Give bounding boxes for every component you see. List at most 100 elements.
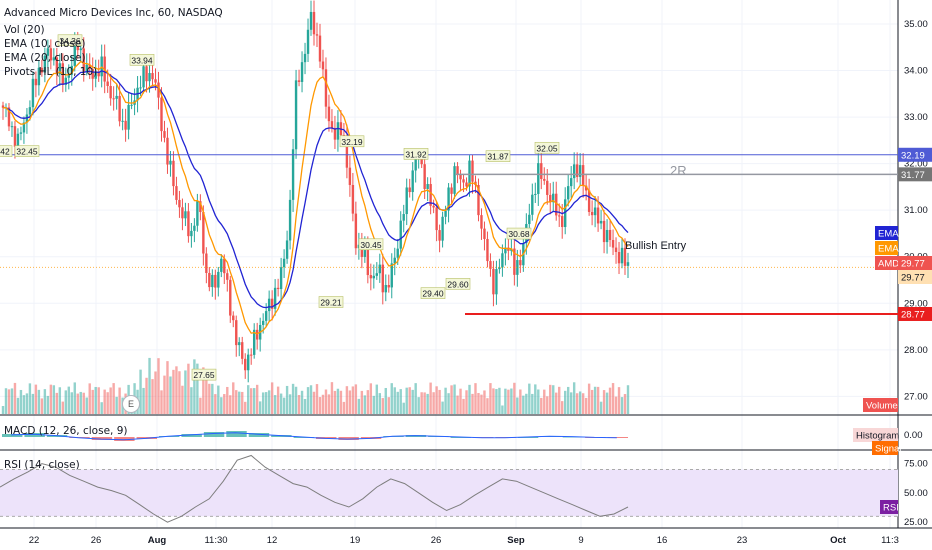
candle-body <box>55 57 59 75</box>
candle-body <box>49 48 53 61</box>
volume-bar <box>187 363 190 414</box>
volume-bar <box>166 361 169 414</box>
candle-body <box>531 194 534 215</box>
candle-body <box>67 74 70 78</box>
volume-bar <box>309 385 313 414</box>
price-tick-4: 31.00 <box>904 205 928 216</box>
candle-body <box>435 207 438 231</box>
rsi-pane: 75.00 50.00 25.00 <box>0 454 928 528</box>
volume-bar <box>112 383 115 414</box>
volume-tag-box <box>863 398 898 412</box>
volume-bar <box>558 386 561 414</box>
volume-bar <box>220 397 223 414</box>
volume-bar <box>79 391 82 414</box>
candle-body <box>375 273 379 276</box>
indicator-ema20[interactable]: EMA (20, close) <box>4 52 86 64</box>
volume-bar <box>184 370 187 414</box>
indicator-pivots[interactable]: Pivots HL (10, 10) <box>4 66 98 78</box>
volume-bar <box>339 390 343 414</box>
candle-body <box>587 190 591 212</box>
volume-bar <box>288 394 292 414</box>
earnings-marker-icon[interactable]: E <box>122 395 140 413</box>
candle-body <box>546 180 549 195</box>
candle-body <box>112 98 115 100</box>
candle-body <box>552 193 555 203</box>
price-tick-7: 34.00 <box>904 66 928 77</box>
resistance-price-tag-box <box>898 147 932 162</box>
volume-bar <box>172 369 175 414</box>
volume-bar <box>115 396 118 414</box>
volume-bar <box>432 392 435 414</box>
volume-bar <box>444 387 447 414</box>
candle-body <box>384 285 387 293</box>
volume-bar <box>160 390 163 414</box>
candle-body <box>378 264 381 274</box>
volume-bar <box>540 397 543 414</box>
candle-body <box>196 201 199 226</box>
volume-bar <box>623 394 627 414</box>
candle-body <box>336 122 340 140</box>
amd-tag-box <box>875 256 898 270</box>
volume-bar <box>569 392 573 414</box>
volume-bar <box>522 395 525 414</box>
candle-body <box>504 247 507 254</box>
volume-bar <box>584 397 588 414</box>
volume-bar <box>366 390 370 414</box>
pivot-label-box <box>339 135 365 148</box>
candle-body <box>438 230 441 241</box>
candle-body <box>148 73 151 82</box>
volume-bar <box>297 395 301 414</box>
time-tick-4: 12 <box>267 535 278 546</box>
indicator-ema10[interactable]: EMA (10, close) <box>4 38 86 50</box>
candle-body <box>276 287 280 290</box>
volume-bar <box>354 384 358 414</box>
candle-body <box>306 29 310 54</box>
macd-tick: 0.00 <box>904 430 923 441</box>
candle-body <box>351 184 355 214</box>
time-tick-0: 22 <box>29 535 40 546</box>
volume-bar <box>486 398 489 414</box>
two-r-price-tag: 31.77 <box>901 170 925 181</box>
volume-bar <box>321 394 325 414</box>
candle-body <box>10 126 14 128</box>
macd-histogram-bar <box>203 432 225 437</box>
stop-price-tag-box <box>898 306 932 321</box>
volume-bar <box>151 379 154 414</box>
candle-body <box>214 274 217 288</box>
rsi-tick-2: 25.00 <box>904 517 928 528</box>
pivot-label-box <box>534 141 560 154</box>
indicator-vol[interactable]: Vol (20) <box>4 24 45 36</box>
candle-body <box>16 133 20 147</box>
candle-body <box>561 216 564 228</box>
volume-bar <box>420 392 423 414</box>
ema-10-series <box>2 60 629 335</box>
time-tick-10: 23 <box>737 535 748 546</box>
volume-bar <box>205 370 208 414</box>
candle-body <box>534 193 537 195</box>
candle-body <box>238 342 241 346</box>
time-tick-9: 16 <box>657 535 668 546</box>
candle-body <box>261 320 265 325</box>
volume-bar <box>148 357 151 414</box>
two-r-label: 2R <box>670 163 687 178</box>
candle-body <box>477 185 480 216</box>
volume-bar <box>405 387 408 414</box>
candle-body <box>620 247 624 264</box>
candle-body <box>468 160 471 187</box>
macd-label[interactable]: MACD (12, 26, close, 9) <box>4 425 128 437</box>
candle-body <box>420 157 423 165</box>
rsi-label[interactable]: RSI (14, close) <box>4 459 80 471</box>
candle-body <box>429 184 432 206</box>
candle-body <box>590 211 594 216</box>
amd-price-tag-box <box>898 256 932 270</box>
candle-body <box>64 77 67 85</box>
volume-bar <box>465 390 468 414</box>
histogram-tag-box <box>853 428 898 442</box>
candle-body <box>288 199 292 241</box>
volume-bar <box>537 389 540 414</box>
candle-body <box>333 127 337 140</box>
candle-body <box>205 253 208 273</box>
candle-body <box>106 81 109 87</box>
volume-bar <box>70 392 73 414</box>
